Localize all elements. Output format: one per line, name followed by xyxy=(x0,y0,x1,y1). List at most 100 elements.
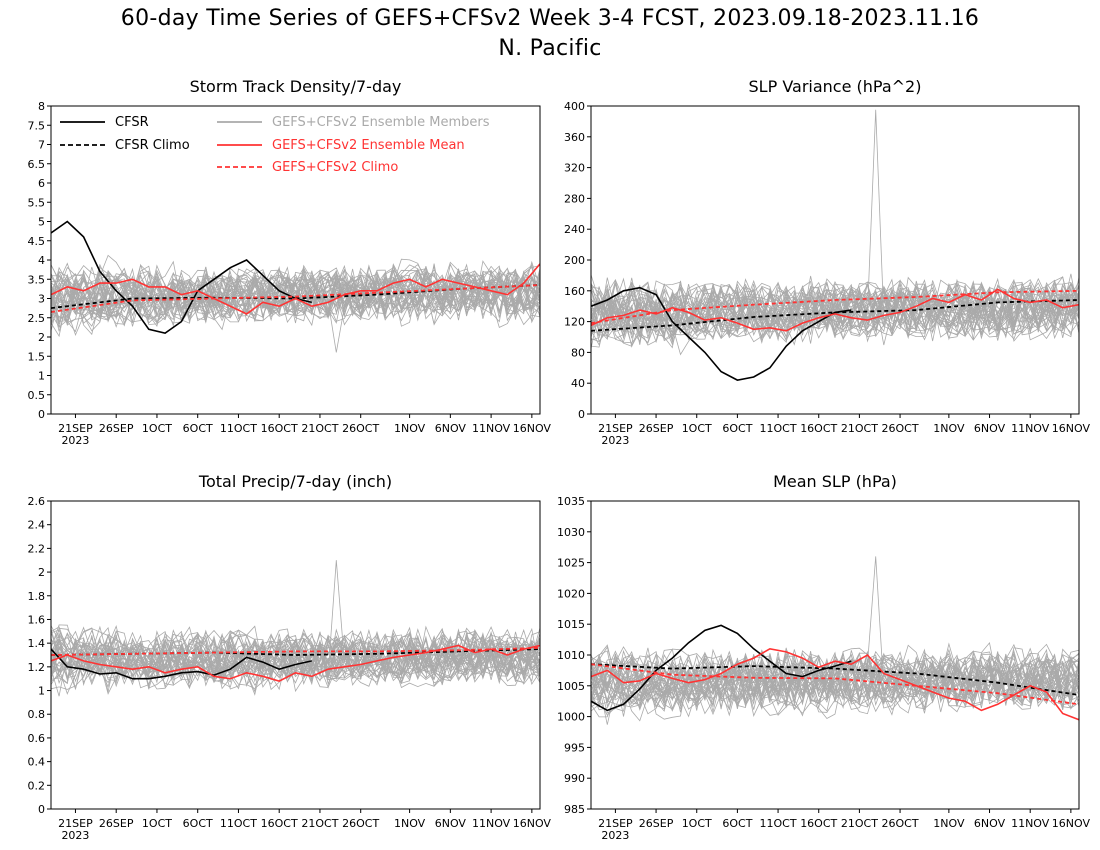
title-line1: 60-day Time Series of GEFS+CFSv2 Week 3-… xyxy=(120,6,980,31)
cfsr-line xyxy=(591,624,852,712)
gefs-cfsv2-climo-line xyxy=(591,663,1079,706)
y-tick-label: 1025 xyxy=(557,557,585,570)
plot-area xyxy=(591,109,1079,381)
ensemble-members xyxy=(591,109,1079,356)
member-line xyxy=(591,647,1079,705)
plot-area xyxy=(51,220,540,353)
y-tick-label: 0 xyxy=(38,803,45,816)
y-axis: 0 0.2 0.4 0.6 0.8 1 1.2 1.4 1.6 1.8 2 2.2 2.4 2.6 xyxy=(28,495,51,816)
member-line xyxy=(591,647,1079,714)
x-tick-label: 1NOV xyxy=(933,817,965,830)
member-line xyxy=(51,263,540,322)
y-tick-label: 80 xyxy=(571,346,585,359)
x-tick-label: 16OCT xyxy=(800,422,837,435)
cfsr-climo-line xyxy=(51,648,540,656)
y-tick-label: 1.8 xyxy=(28,590,46,603)
legend: CFSR CFSR Climo GEFS+CFSv2 Ensemble Member… xyxy=(60,115,490,175)
member-line xyxy=(591,646,1079,710)
x-tick-label: 11NOV xyxy=(472,422,511,435)
y-tick-label: 995 xyxy=(564,741,585,754)
x-tick-label: 16NOV xyxy=(1052,817,1091,830)
x-tick-label: 16OCT xyxy=(800,817,837,830)
member-line xyxy=(591,282,1079,336)
x-tick-label: 16OCT xyxy=(261,817,298,830)
x-axis: 21SEP 26SEP 1OCT 6OCT 11OCT 16OCT 21OCT 26OCT 1N… xyxy=(598,414,1090,447)
member-line xyxy=(591,643,1079,711)
y-tick-label: 1.5 xyxy=(28,350,46,363)
y-tick-label: 5.5 xyxy=(28,196,46,209)
legend-label: GEFS+CFSv2 Ensemble Members xyxy=(272,115,490,130)
y-tick-label: 2.5 xyxy=(28,312,46,325)
plot-area xyxy=(51,560,540,697)
x-tick-label: 11OCT xyxy=(220,817,257,830)
gefs-cfsv2-climo-line xyxy=(591,289,1079,324)
member-line xyxy=(51,276,540,338)
ensemble-members xyxy=(591,556,1079,725)
title-line2: N. Pacific xyxy=(498,36,602,61)
y-axis: 985 990 995 1000 1005 1010 1015 1020 1025 1030 103… xyxy=(557,495,591,816)
y-tick-label: 985 xyxy=(564,803,585,816)
member-line xyxy=(51,260,540,328)
gefs-cfsv2-ensemble-mean-line xyxy=(51,644,540,682)
member-line xyxy=(51,633,540,689)
x-tick-label: 1NOV xyxy=(394,817,426,830)
y-tick-label: 6 xyxy=(38,177,45,190)
x-year-label: 2023 xyxy=(601,829,629,842)
legend-label: CFSR Climo xyxy=(115,138,190,153)
member-line xyxy=(591,653,1079,706)
legend-label: CFSR xyxy=(115,115,149,130)
x-tick-label: 11OCT xyxy=(220,422,257,435)
member-line xyxy=(51,625,540,686)
y-tick-label: 2 xyxy=(38,566,45,579)
member-line xyxy=(591,281,1079,337)
y-tick-label: 0 xyxy=(578,408,585,421)
ensemble-members xyxy=(51,254,540,353)
member-line xyxy=(51,268,540,333)
member-line xyxy=(591,282,1079,345)
gefs-cfsv2-ensemble-mean-line xyxy=(591,647,1079,721)
y-tick-label: 3 xyxy=(38,293,45,306)
y-tick-label: 0.5 xyxy=(28,389,46,402)
y-tick-label: 2 xyxy=(38,331,45,344)
x-year-label: 2023 xyxy=(61,434,89,447)
y-axis: 0 0.5 1 1.5 2 2.5 3 3.5 4 4.5 5 5.5 6 6.5 7 7.5 8 xyxy=(28,100,51,421)
x-tick-label: 26SEP xyxy=(639,422,674,435)
y-tick-label: 160 xyxy=(564,285,585,298)
member-line xyxy=(591,653,1079,725)
y-tick-label: 2.2 xyxy=(28,542,46,555)
y-tick-label: 40 xyxy=(571,377,585,390)
y-tick-label: 0.4 xyxy=(28,756,46,769)
y-tick-label: 0.6 xyxy=(28,732,46,745)
chart-panel-3: Total Precip/7-day (inch)00.20.40.60.811… xyxy=(28,472,552,842)
y-tick-label: 400 xyxy=(564,100,585,113)
member-line xyxy=(591,276,1079,333)
x-tick-label: 26OCT xyxy=(342,422,379,435)
chart-title: Mean SLP (hPa) xyxy=(773,472,897,491)
gefs-cfsv2-ensemble-mean-line xyxy=(591,288,1079,332)
y-tick-label: 320 xyxy=(564,162,585,175)
x-axis: 21SEP 26SEP 1OCT 6OCT 11OCT 16OCT 21OCT 26OCT 1N… xyxy=(58,809,551,842)
y-tick-label: 1005 xyxy=(557,680,585,693)
y-tick-label: 0.2 xyxy=(28,779,46,792)
y-tick-label: 0.8 xyxy=(28,708,46,721)
x-tick-label: 11NOV xyxy=(472,817,511,830)
chart-panel-1: Storm Track Density/7-day 0 0.5 1 1.5 2 2.5 3 3.… xyxy=(28,77,552,447)
y-tick-label: 360 xyxy=(564,131,585,144)
y-tick-label: 4 xyxy=(38,254,45,267)
chart-title: Storm Track Density/7-day xyxy=(190,77,402,96)
y-tick-label: 1015 xyxy=(557,618,585,631)
x-tick-label: 1OCT xyxy=(142,817,172,830)
y-tick-label: 1.4 xyxy=(28,637,46,650)
cfsr-line xyxy=(51,648,312,680)
x-tick-label: 6NOV xyxy=(435,422,467,435)
gefs-cfsv2-climo-line xyxy=(51,284,540,313)
legend-label: GEFS+CFSv2 Ensemble Mean xyxy=(272,138,465,153)
y-tick-label: 3.5 xyxy=(28,273,46,286)
y-tick-label: 1.6 xyxy=(28,613,46,626)
x-tick-label: 26OCT xyxy=(342,817,379,830)
x-year-label: 2023 xyxy=(601,434,629,447)
y-tick-label: 0 xyxy=(38,408,45,421)
y-tick-label: 990 xyxy=(564,772,585,785)
x-tick-label: 16NOV xyxy=(513,422,552,435)
member-line xyxy=(51,638,540,693)
